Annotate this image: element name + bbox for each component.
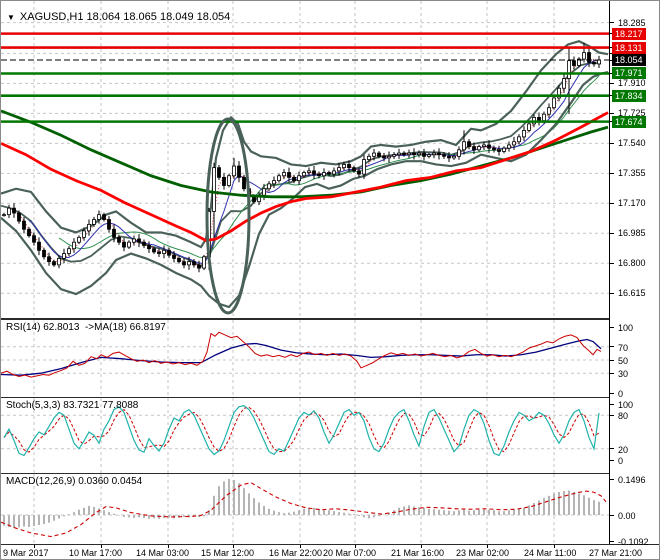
price-axis-label: 16.985	[618, 228, 646, 239]
macd-axis-label: 0.00	[618, 511, 636, 521]
price-axis-label: 17.725	[618, 108, 646, 119]
macd-indicator-label: MACD(12,26,9) 0.0360 0.0454	[6, 476, 143, 487]
stoch-axis-tick	[610, 414, 614, 416]
panel-separator[interactable]	[1, 397, 659, 398]
stochastic-panel-canvas[interactable]	[1, 398, 609, 473]
price-axis-tick	[610, 202, 614, 204]
price-axis-label: 18.285	[618, 17, 646, 28]
time-axis[interactable]: 9 Mar 2017 10 Mar 17:00 14 Mar 03:00 15 Mar…	[1, 545, 659, 559]
price-axis-label: 17.540	[618, 138, 646, 149]
time-axis-tick	[421, 545, 422, 548]
time-axis-label: 23 Mar 02:00	[456, 548, 510, 558]
symbol-dropdown-icon[interactable]: ▼	[7, 13, 15, 22]
price-axis-tick	[610, 232, 614, 234]
price-axis-tick	[610, 142, 614, 144]
time-axis-label: 27 Mar 21:00	[589, 548, 643, 558]
rsi-axis-tick	[610, 392, 614, 394]
price-axis-tick	[610, 112, 614, 114]
rsi-indicator-label: RSI(14) 62.8013 ->MA(18) 66.8197	[6, 322, 166, 333]
time-axis-label: 21 Mar 16:00	[391, 548, 445, 558]
chart-title: XAGUSD,H1 18.064 18.065 18.049 18.054	[19, 11, 231, 23]
macd-axis-tick	[610, 540, 614, 542]
hline-price-label[interactable]: 17.971	[612, 67, 646, 80]
rsi-axis-tick	[610, 326, 614, 328]
price-axis-tick	[610, 292, 614, 294]
stoch-axis-label: 0	[618, 456, 624, 466]
panel-separator[interactable]	[1, 473, 659, 474]
stoch-axis-label: 80	[618, 411, 629, 422]
rsi-axis-label: 50	[618, 356, 629, 366]
hline-price-label[interactable]: 17.834	[612, 89, 646, 102]
hline-price-label[interactable]: 18.131	[612, 41, 646, 54]
rsi-value-label: RSI(14) 62.8013	[6, 322, 80, 333]
main-price-chart-canvas[interactable]	[1, 1, 609, 319]
time-axis-tick	[300, 545, 301, 548]
rsi-axis-label: 70	[618, 342, 629, 353]
time-axis-tick	[355, 545, 356, 548]
rsi-ma-value-label: ->MA(18) 66.8197	[84, 322, 166, 333]
time-axis-label: 10 Mar 17:00	[69, 548, 123, 558]
time-axis-label: 14 Mar 03:00	[136, 548, 190, 558]
macd-axis-tick	[610, 514, 614, 516]
time-axis-tick	[487, 545, 488, 548]
macd-axis-label: -0.1092	[618, 537, 649, 548]
time-axis-label: 16 Mar 22:00	[269, 548, 323, 558]
price-axis-tick	[610, 172, 614, 174]
macd-axis-tick	[610, 478, 614, 480]
stoch-axis-tick	[610, 448, 614, 450]
rsi-axis-label: 0	[618, 389, 624, 399]
chart-title-bar: ▼ XAGUSD,H1 18.064 18.065 18.049 18.054	[7, 11, 230, 23]
price-axis-tick	[610, 82, 614, 84]
time-axis-label: 24 Mar 11:00	[524, 548, 577, 558]
time-axis-tick	[101, 545, 102, 548]
hline-price-label[interactable]: 18.217	[612, 27, 646, 40]
rsi-axis-label: 100	[618, 323, 634, 333]
stochastic-indicator-label: Stoch(5,3,3) 83.7321 77.8088	[6, 400, 139, 411]
price-axis-label: 17.355	[618, 168, 646, 179]
rsi-axis-label: 30	[618, 369, 629, 380]
macd-panel-canvas[interactable]	[1, 474, 609, 544]
panel-separator	[1, 544, 659, 545]
time-axis-tick	[233, 545, 234, 548]
time-axis-label: 20 Mar 07:00	[323, 548, 377, 558]
stoch-axis-label: 100	[618, 400, 634, 410]
price-axis-tick	[610, 22, 614, 24]
price-axis-label: 16.615	[618, 288, 646, 299]
stoch-axis-label: 20	[618, 444, 629, 455]
rsi-axis-tick	[610, 359, 614, 361]
time-axis-tick	[554, 545, 555, 548]
bid-price-label[interactable]: 18.054	[612, 54, 646, 67]
price-axis-label: 17.910	[618, 78, 646, 89]
stoch-axis-tick	[610, 403, 614, 405]
hline-price-label[interactable]: 17.674	[612, 115, 646, 128]
price-axis-label: 16.800	[618, 258, 646, 269]
rsi-panel-canvas[interactable]	[1, 320, 609, 397]
price-axis-label: 17.170	[618, 198, 646, 209]
stoch-axis-tick	[610, 459, 614, 461]
rsi-axis-tick	[610, 346, 614, 348]
price-axis[interactable]: 18.28518.09517.91017.72517.54017.35517.1…	[609, 1, 659, 548]
time-axis-tick	[168, 545, 169, 548]
panel-separator[interactable]	[1, 318, 659, 320]
time-axis-label: 9 Mar 2017	[3, 548, 49, 558]
time-axis-label: 15 Mar 12:00	[201, 548, 255, 558]
price-axis-tick	[610, 262, 614, 264]
macd-axis-label: 0.1496	[618, 475, 646, 486]
time-axis-tick	[34, 545, 35, 548]
rsi-axis-tick	[610, 372, 614, 374]
